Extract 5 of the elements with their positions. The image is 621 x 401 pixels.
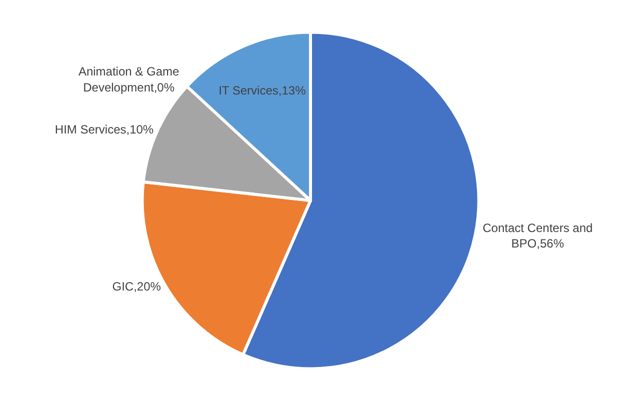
category-label: Animation & Game Development,0%	[78, 64, 180, 94]
slice-label: HIM Services,10%	[54, 122, 154, 136]
slice-label: Contact Centers and BPO,56%	[482, 220, 593, 250]
slice-label: GIC,20%	[112, 279, 162, 294]
slice-label: IT Services,13%	[218, 83, 306, 98]
